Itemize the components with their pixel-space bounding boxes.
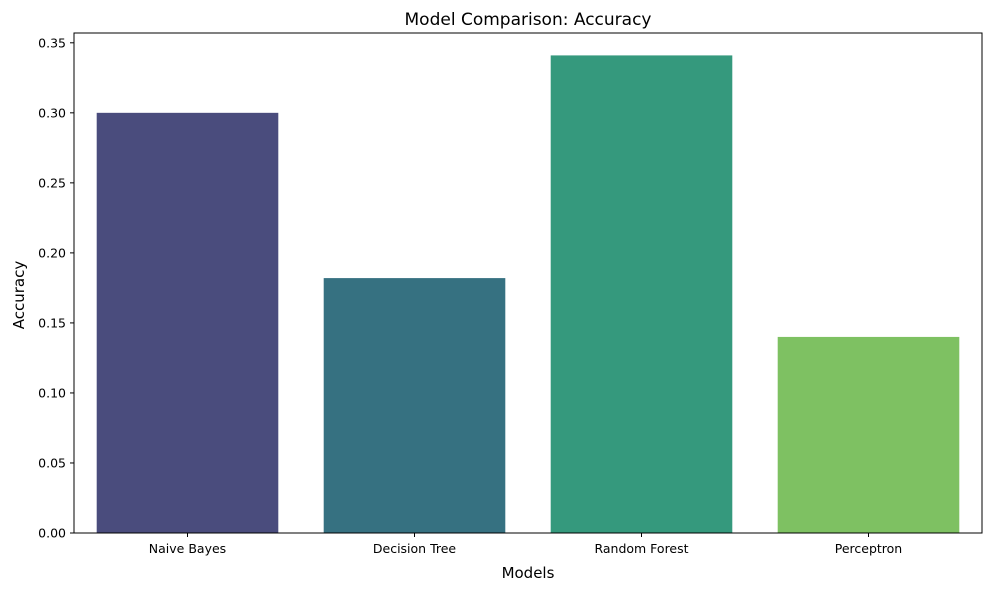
y-tick-label: 0.35 bbox=[38, 35, 66, 50]
bar-decision-tree bbox=[323, 278, 506, 533]
y-tick-label: 0.05 bbox=[38, 455, 66, 470]
x-tick-label: Random Forest bbox=[594, 541, 688, 556]
chart-title: Model Comparison: Accuracy bbox=[405, 10, 652, 30]
y-tick-label: 0.30 bbox=[38, 105, 66, 120]
bar-perceptron bbox=[777, 336, 960, 533]
y-ticks-group: 0.00 0.05 0.10 0.15 0.20 0.25 0.30 0.35 bbox=[38, 35, 74, 541]
x-axis-label: Models bbox=[502, 564, 555, 582]
y-tick-label: 0.10 bbox=[38, 385, 66, 400]
bars-group bbox=[96, 55, 960, 533]
x-tick-label: Perceptron bbox=[835, 541, 902, 556]
bar-naive-bayes bbox=[96, 112, 279, 533]
y-tick-label: 0.20 bbox=[38, 245, 66, 260]
y-tick-label: 0.25 bbox=[38, 175, 66, 190]
y-tick-label: 0.15 bbox=[38, 315, 66, 330]
y-tick-label: 0.00 bbox=[38, 526, 66, 541]
plot-frame bbox=[73, 32, 983, 534]
y-axis-label: Accuracy bbox=[10, 261, 28, 330]
x-tick-label: Naive Bayes bbox=[149, 541, 226, 556]
bar-random-forest bbox=[550, 55, 733, 533]
x-ticks-group: Naive Bayes Decision Tree Random Forest Per… bbox=[149, 533, 902, 556]
x-tick-label: Decision Tree bbox=[373, 541, 457, 556]
